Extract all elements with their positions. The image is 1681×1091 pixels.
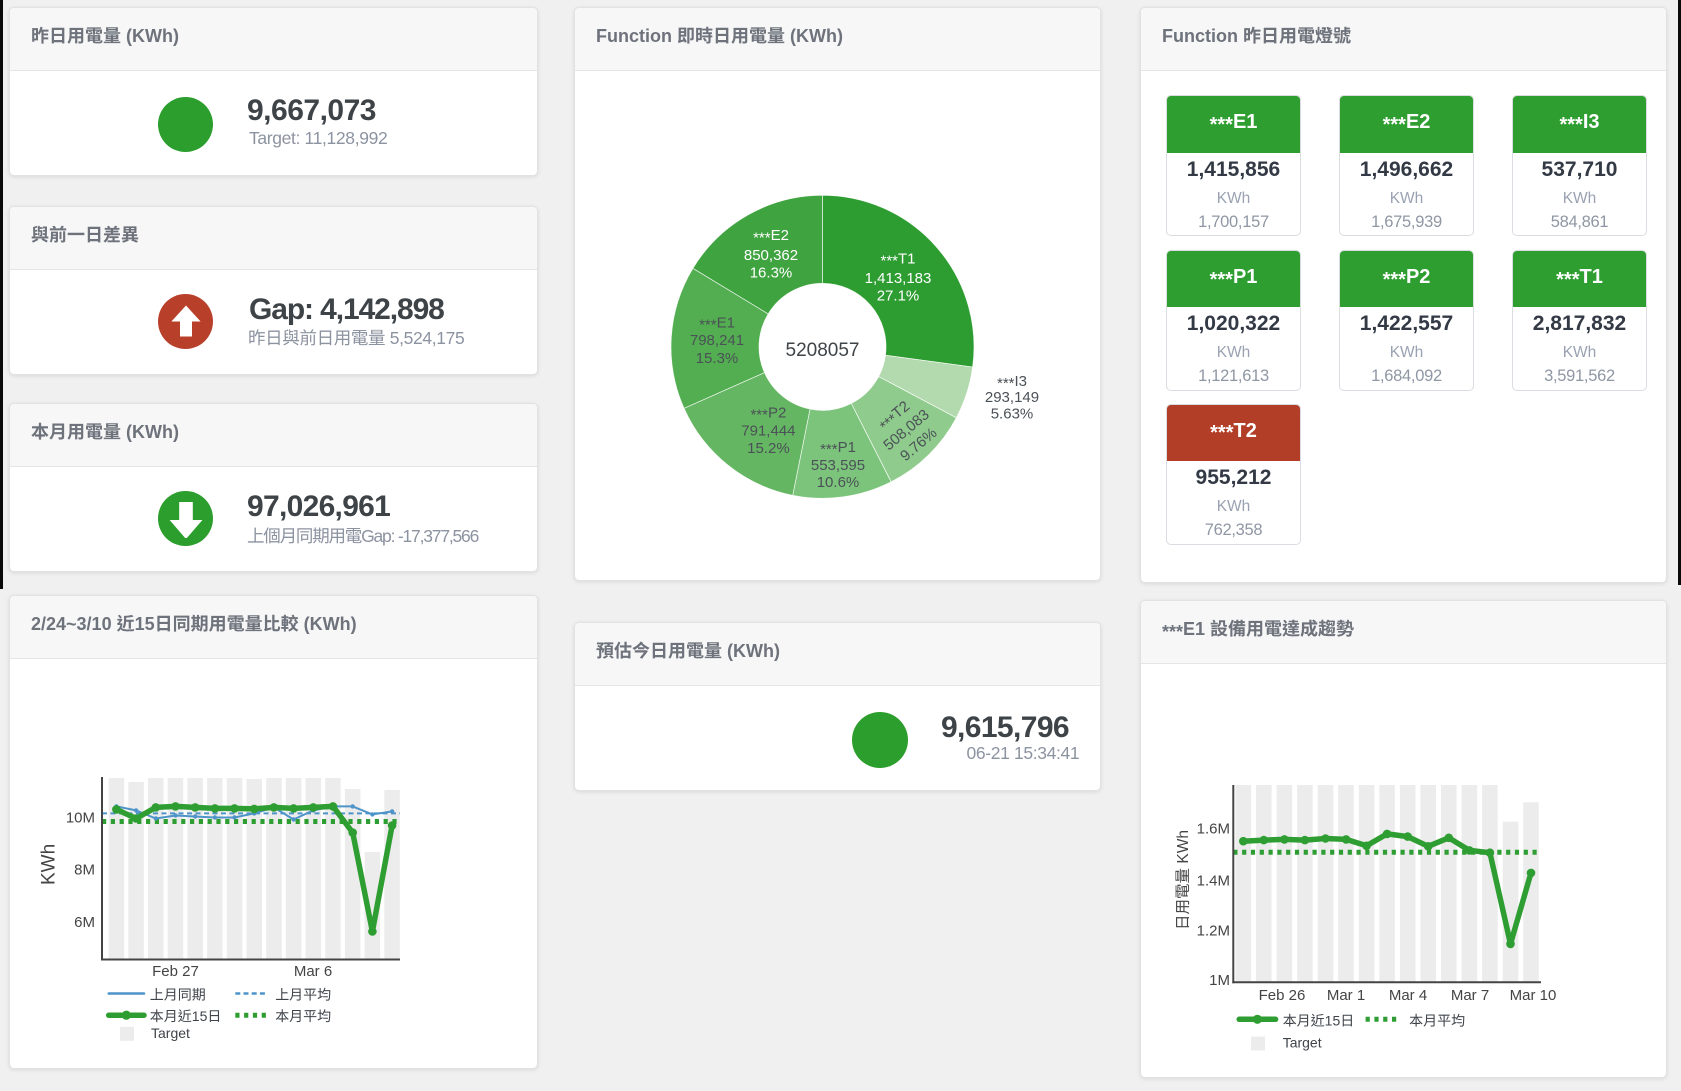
svg-text:8M: 8M	[74, 862, 95, 879]
svg-text:Feb 27: Feb 27	[152, 963, 199, 980]
svg-text:850,362: 850,362	[744, 247, 798, 264]
svg-text:293,149: 293,149	[985, 389, 1039, 406]
svg-text:1M: 1M	[1209, 972, 1230, 989]
svg-text:***E2: ***E2	[753, 227, 789, 246]
svg-text:***T1: ***T1	[880, 251, 915, 270]
svg-text:16.3%: 16.3%	[750, 264, 793, 281]
svg-text:15.2%: 15.2%	[747, 440, 790, 457]
svg-text:本月平均: 本月平均	[275, 1008, 331, 1024]
svg-text:1.6M: 1.6M	[1197, 820, 1230, 837]
svg-text:5208057: 5208057	[786, 340, 860, 361]
svg-text:日用電量 KWh: 日用電量 KWh	[1175, 830, 1192, 930]
svg-text:553,595: 553,595	[811, 457, 865, 474]
svg-text:6M: 6M	[74, 914, 95, 931]
svg-text:***P2: ***P2	[750, 404, 786, 423]
svg-text:27.1%: 27.1%	[877, 288, 920, 305]
svg-text:上月平均: 上月平均	[275, 987, 331, 1003]
svg-text:798,241: 798,241	[690, 332, 744, 349]
svg-text:本月近15日: 本月近15日	[150, 1008, 222, 1024]
svg-text:Mar 7: Mar 7	[1451, 987, 1489, 1004]
svg-text:15.3%: 15.3%	[696, 350, 739, 367]
svg-text:Target: Target	[151, 1025, 190, 1041]
svg-text:Target: Target	[1283, 1035, 1322, 1051]
svg-text:Feb 26: Feb 26	[1259, 987, 1306, 1004]
svg-text:10M: 10M	[66, 809, 95, 826]
svg-text:本月平均: 本月平均	[1409, 1012, 1465, 1028]
svg-text:Mar 1: Mar 1	[1327, 987, 1365, 1004]
svg-text:上月同期: 上月同期	[150, 987, 206, 1003]
svg-text:***E1: ***E1	[699, 314, 735, 333]
svg-text:本月近15日: 本月近15日	[1283, 1012, 1355, 1028]
svg-text:5.63%: 5.63%	[991, 405, 1034, 422]
svg-text:KWh: KWh	[38, 844, 59, 885]
svg-text:10.6%: 10.6%	[817, 474, 860, 491]
svg-text:***P1: ***P1	[820, 439, 856, 458]
svg-text:***I3: ***I3	[997, 373, 1027, 392]
svg-text:Mar 6: Mar 6	[294, 963, 332, 980]
svg-text:1.4M: 1.4M	[1197, 873, 1230, 890]
svg-text:Mar 4: Mar 4	[1389, 987, 1427, 1004]
svg-text:791,444: 791,444	[741, 422, 795, 439]
svg-text:1.2M: 1.2M	[1197, 922, 1230, 939]
svg-text:Mar 10: Mar 10	[1510, 987, 1557, 1004]
svg-text:1,413,183: 1,413,183	[865, 270, 932, 287]
